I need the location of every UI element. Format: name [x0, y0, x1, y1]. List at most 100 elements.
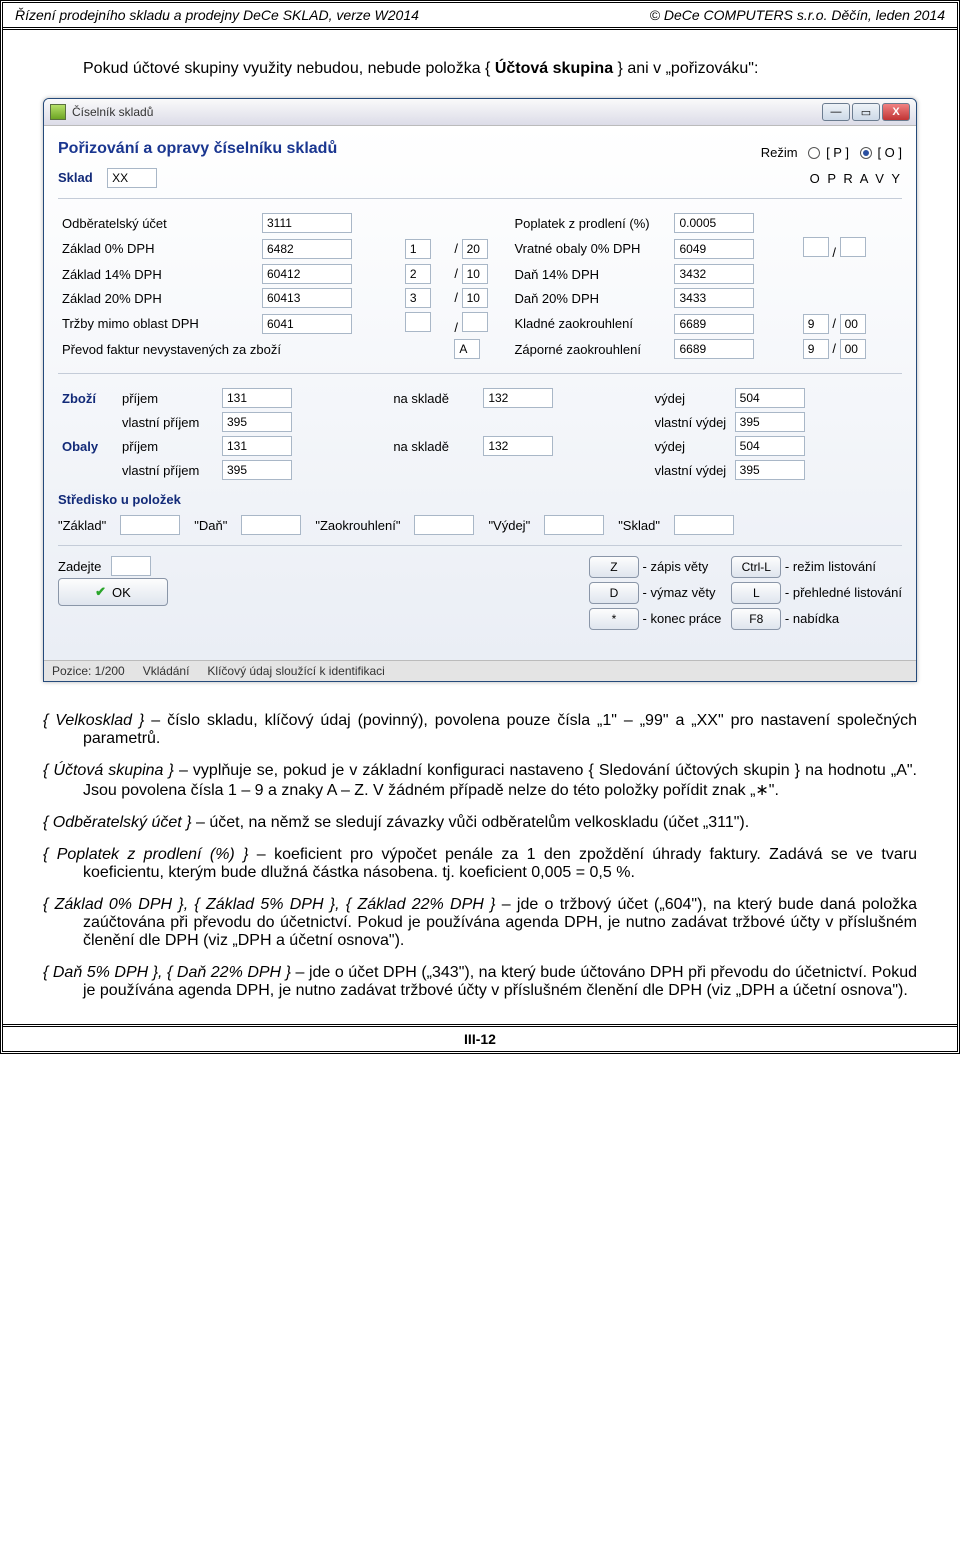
- radio-p-label: [ P ]: [826, 145, 849, 160]
- field[interactable]: 9: [803, 314, 829, 334]
- sub-label: na skladě: [389, 388, 479, 408]
- field[interactable]: 395: [222, 460, 292, 480]
- field[interactable]: [405, 312, 431, 332]
- row-label: Kladné zaokrouhlení: [510, 312, 670, 335]
- sub-label: vlastní výdej: [651, 460, 731, 480]
- field[interactable]: [241, 515, 301, 535]
- radio-o-label: [ O ]: [877, 145, 902, 160]
- row-label: Základ 0% DPH: [58, 237, 258, 260]
- field[interactable]: 20: [462, 239, 488, 259]
- field[interactable]: 10: [462, 288, 488, 308]
- header-right: © DeCe COMPUTERS s.r.o. Děčín, leden 201…: [650, 7, 945, 23]
- field[interactable]: 132: [483, 388, 553, 408]
- rezim-group: Režim [ P ] [ O ]: [761, 145, 902, 160]
- obaly-label: Obaly: [58, 436, 118, 456]
- status-hint: Klíčový údaj sloužící k identifikaci: [207, 664, 384, 678]
- field[interactable]: 3432: [674, 264, 754, 284]
- field[interactable]: 10: [462, 264, 488, 284]
- sklad-field[interactable]: XX: [107, 168, 157, 188]
- radio-o[interactable]: [860, 147, 872, 159]
- field[interactable]: 395: [735, 460, 805, 480]
- field[interactable]: 132: [483, 436, 553, 456]
- shortcut-text: - režim listování: [785, 559, 876, 574]
- field[interactable]: 131: [222, 388, 292, 408]
- radio-p[interactable]: [808, 147, 820, 159]
- field[interactable]: 9: [803, 339, 829, 359]
- field[interactable]: 6049: [674, 239, 754, 259]
- panel-title: Pořizování a opravy číselníku skladů: [58, 140, 337, 158]
- para-uctova: { Účtová skupina } – vyplňuje se, pokud …: [43, 762, 917, 800]
- row-label: Daň 14% DPH: [510, 264, 670, 284]
- sub-label: na skladě: [389, 436, 479, 456]
- sub-label: vlastní výdej: [651, 412, 731, 432]
- field[interactable]: 6482: [262, 239, 352, 259]
- intro-text: Pokud účtové skupiny využity nebudou, ne…: [43, 60, 917, 78]
- shortcut-text: - konec práce: [643, 611, 722, 626]
- field[interactable]: 3433: [674, 288, 754, 308]
- field[interactable]: [120, 515, 180, 535]
- sub-label: příjem: [118, 388, 218, 408]
- mode-text: O P R A V Y: [810, 171, 902, 186]
- field[interactable]: [803, 237, 829, 257]
- shortcut-key[interactable]: D: [589, 582, 639, 604]
- window-icon: [50, 104, 66, 120]
- field[interactable]: 131: [222, 436, 292, 456]
- rezim-label: Režim: [761, 145, 798, 160]
- field[interactable]: [414, 515, 474, 535]
- field[interactable]: 6689: [674, 314, 754, 334]
- minimize-button[interactable]: —: [822, 103, 850, 121]
- field[interactable]: 395: [222, 412, 292, 432]
- shortcut-key[interactable]: *: [589, 608, 639, 630]
- sub-label: vlastní příjem: [118, 412, 218, 432]
- field[interactable]: [462, 312, 488, 332]
- row-label: Záporné zaokrouhlení: [510, 339, 670, 359]
- para-zaklad: { Základ 0% DPH }, { Základ 5% DPH }, { …: [43, 896, 917, 950]
- field[interactable]: 6689: [674, 339, 754, 359]
- shortcut-text: - nabídka: [785, 611, 839, 626]
- close-button[interactable]: X: [882, 103, 910, 121]
- field[interactable]: 2: [405, 264, 431, 284]
- field[interactable]: 3: [405, 288, 431, 308]
- para-poplatek: { Poplatek z prodlení (%) } – koeficient…: [43, 846, 917, 882]
- field[interactable]: 504: [735, 388, 805, 408]
- row-label: Vratné obaly 0% DPH: [510, 237, 670, 260]
- zbozi-label: Zboží: [58, 388, 118, 408]
- quoted-label: "Základ": [58, 518, 106, 533]
- shortcut-key[interactable]: Z: [589, 556, 639, 578]
- field[interactable]: [840, 237, 866, 257]
- field[interactable]: [544, 515, 604, 535]
- field[interactable]: 395: [735, 412, 805, 432]
- sub-label: příjem: [118, 436, 218, 456]
- statusbar: Pozice: 1/200 Vkládání Klíčový údaj slou…: [44, 660, 916, 681]
- shortcut-text: - přehledné listování: [785, 585, 902, 600]
- field[interactable]: 6041: [262, 314, 352, 334]
- sklad-label: Sklad: [58, 170, 93, 185]
- field[interactable]: 60412: [262, 264, 352, 284]
- shortcut-key[interactable]: F8: [731, 608, 781, 630]
- row-label: Odběratelský účet: [58, 213, 258, 233]
- field[interactable]: [674, 515, 734, 535]
- maximize-button[interactable]: ▭: [852, 103, 880, 121]
- status-pos: Pozice: 1/200: [52, 664, 125, 678]
- field[interactable]: 1: [405, 239, 431, 259]
- sub-label: výdej: [651, 388, 731, 408]
- quoted-label: "Zaokrouhlení": [315, 518, 400, 533]
- field[interactable]: 0.0005: [674, 213, 754, 233]
- shortcut-text: - zápis věty: [643, 559, 709, 574]
- shortcut-key[interactable]: Ctrl-L: [731, 556, 781, 578]
- header-left: Řízení prodejního skladu a prodejny DeCe…: [15, 7, 419, 23]
- field[interactable]: 00: [840, 339, 866, 359]
- field[interactable]: 3111: [262, 213, 352, 233]
- zadejte-field[interactable]: [111, 556, 151, 576]
- quoted-label: "Výdej": [488, 518, 530, 533]
- zadejte-label: Zadejte: [58, 559, 101, 574]
- field[interactable]: 00: [840, 314, 866, 334]
- sub-label: výdej: [651, 436, 731, 456]
- field[interactable]: A: [454, 339, 480, 359]
- ok-button[interactable]: ✔OK: [58, 578, 168, 606]
- stredisko-label: Středisko u položek: [58, 492, 902, 507]
- field[interactable]: 60413: [262, 288, 352, 308]
- field[interactable]: 504: [735, 436, 805, 456]
- shortcut-key[interactable]: L: [731, 582, 781, 604]
- row-label: Poplatek z prodlení (%): [510, 213, 670, 233]
